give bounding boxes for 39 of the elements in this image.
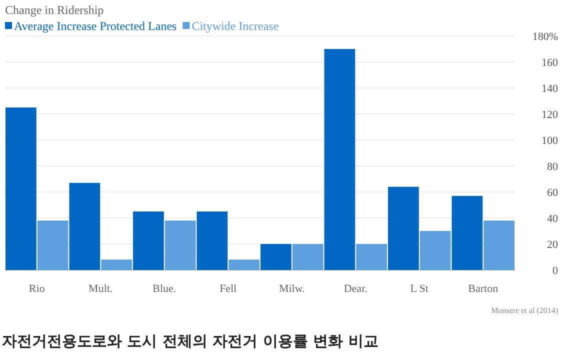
- bar: [6, 108, 36, 270]
- legend-label: Average Increase Protected Lanes: [14, 19, 178, 33]
- y-tick-label: 180%: [532, 31, 558, 43]
- x-tick-label: Rio: [28, 283, 46, 295]
- text: Monsere et al (2014): [491, 306, 558, 315]
- bar: [484, 220, 514, 270]
- bar: [196, 212, 228, 270]
- y-tick-label: 60: [547, 187, 558, 199]
- y-tick-label: 0: [552, 265, 558, 277]
- bar: [228, 260, 260, 270]
- y-tick-label: 140: [542, 83, 558, 95]
- x-tick-label: Blue.: [152, 283, 176, 295]
- text: 자전거전용도로와 도시 전체의 자전거 이용률 변화 비교: [2, 332, 378, 350]
- bar: [69, 182, 100, 270]
- x-tick-label: Barton: [468, 283, 499, 295]
- x-tick-label: Milw.: [278, 283, 306, 295]
- bar: [101, 260, 132, 270]
- bar: [133, 212, 164, 270]
- x-tick-label: Fell: [220, 283, 237, 295]
- x-tick-label: Dear.: [344, 283, 368, 295]
- bar: [420, 231, 451, 270]
- x-tick-label: L St: [410, 283, 428, 295]
- y-tick-label: 80: [547, 161, 558, 173]
- y-tick-label: 100: [542, 135, 558, 147]
- y-tick-label: 160: [542, 57, 558, 69]
- bar: [452, 196, 483, 270]
- bar: [37, 220, 68, 270]
- chart-title: Change in Ridership: [5, 3, 104, 17]
- bar: [324, 49, 356, 270]
- bar: [356, 244, 387, 270]
- y-tick-label: 20: [547, 239, 558, 251]
- bar: [164, 220, 196, 270]
- x-tick-label: Mult.: [88, 283, 113, 295]
- bar: [260, 244, 292, 270]
- y-tick-label: 120: [542, 109, 558, 121]
- bar: [388, 186, 419, 270]
- legend-label: Citywide Increase: [192, 19, 279, 33]
- bar: [292, 244, 324, 270]
- y-tick-label: 40: [547, 213, 558, 225]
